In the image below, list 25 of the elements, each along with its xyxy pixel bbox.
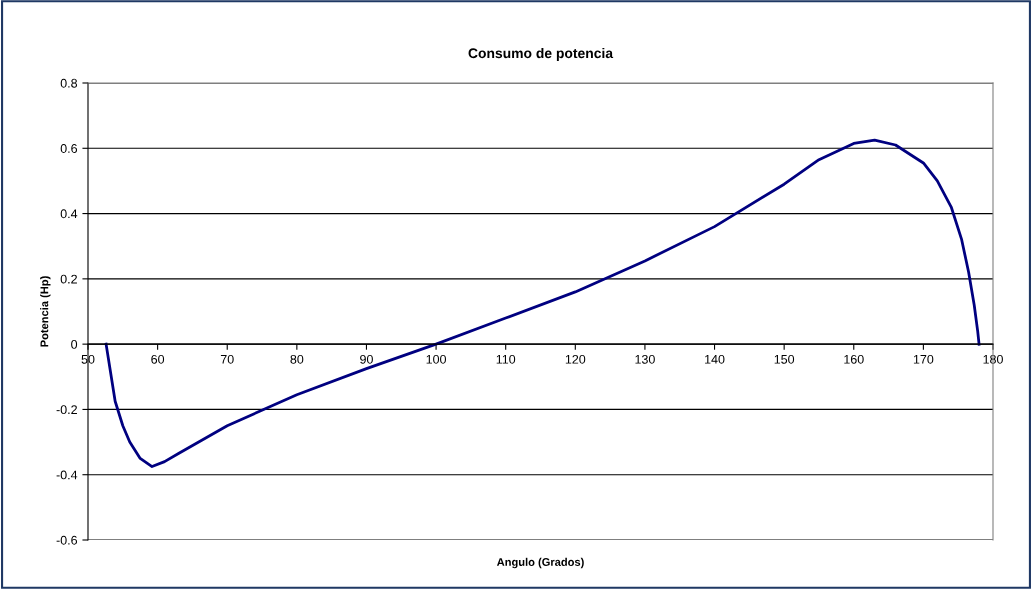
- y-tick-label: 0.8: [60, 78, 78, 88]
- x-tick-label: 100: [426, 354, 447, 364]
- y-tick-label: 0.6: [60, 144, 78, 153]
- x-tick-label: 110: [496, 354, 516, 364]
- x-tick-label: 120: [565, 354, 586, 364]
- y-axis-title: Potencia (Hp): [40, 276, 51, 347]
- x-tick-label: 130: [635, 354, 655, 364]
- x-tick-label: 170: [913, 354, 934, 364]
- x-tick-label: 150: [774, 354, 795, 364]
- x-tick-label: 180: [983, 354, 1003, 364]
- x-tick-label: 70: [220, 354, 234, 364]
- chart-title: Consumo de potencia: [468, 47, 614, 61]
- y-tick-label: 0.2: [60, 274, 77, 284]
- x-tick-label: 90: [360, 354, 373, 364]
- y-tick-label: -0.2: [56, 405, 77, 415]
- y-tick-label: 0: [71, 339, 78, 349]
- x-tick-label: 60: [151, 354, 165, 364]
- x-axis-title: Angulo (Grados): [496, 557, 584, 569]
- x-tick-label: 140: [705, 354, 725, 364]
- y-tick-label: -0.4: [56, 470, 78, 480]
- y-tick-label: -0.6: [56, 535, 78, 545]
- x-tick-label: 160: [844, 354, 864, 364]
- y-tick-label: 0.4: [60, 209, 78, 219]
- line-series: [104, 138, 981, 468]
- x-tick-label: 80: [290, 354, 304, 364]
